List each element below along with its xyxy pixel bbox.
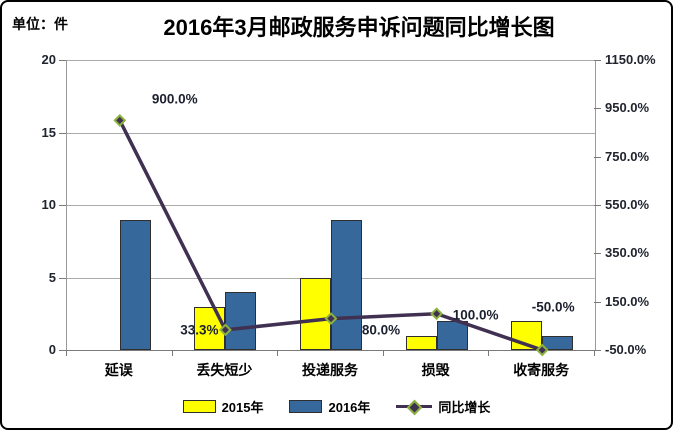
y-axis-tick (59, 205, 66, 206)
right-axis-tick (594, 301, 601, 303)
chart-title: 2016年3月邮政服务申诉问题同比增长图 (163, 15, 555, 40)
legend-item-2016: 2016年 (289, 397, 370, 416)
grid-line (67, 205, 595, 206)
legend-swatch-2016-icon (289, 400, 323, 413)
legend-item-2015: 2015年 (182, 397, 264, 416)
bar-2015年-投递服务 (300, 277, 331, 350)
right-axis-label: 150.0% (605, 293, 650, 309)
data-label: 80.0% (361, 322, 401, 338)
data-label: -50.0% (531, 299, 575, 315)
y-axis-tick (59, 132, 66, 134)
x-axis-tick (277, 350, 279, 356)
x-axis-tick (66, 350, 67, 356)
right-axis-tick (594, 253, 601, 255)
legend-item-growth: 同比增长 (396, 397, 490, 416)
x-axis-tick (382, 350, 384, 356)
right-axis-tick (594, 156, 601, 158)
right-axis-label: -50.0% (605, 342, 647, 357)
plot-area: 900.0% 33.3% 80.0% 100.0% -50.0% (66, 60, 596, 357)
y-axis-label: 5 (48, 269, 56, 285)
y-axis-label: 10 (41, 197, 56, 212)
grid-line (67, 60, 595, 61)
category-label: 损毁 (421, 362, 450, 378)
x-axis-tick (171, 350, 173, 356)
unit-label: 单位：件 (12, 16, 68, 32)
y-axis-tick (59, 277, 66, 279)
line-marker-icon (113, 114, 127, 127)
legend-swatch-2015-icon (182, 400, 216, 413)
legend-label-2016: 2016年 (328, 400, 371, 415)
data-label: 100.0% (452, 307, 499, 323)
category-label: 投递服务 (301, 362, 358, 378)
legend: 2015年 2016年 同比增长 (2, 397, 671, 416)
bar-2015年-损毁 (405, 335, 437, 350)
category-label: 收寄服务 (513, 362, 570, 378)
y-axis-label: 15 (41, 124, 56, 140)
right-axis-label: 1150.0% (605, 52, 656, 67)
right-axis-label: 950.0% (605, 100, 650, 116)
bar-2016年-延误 (119, 219, 151, 350)
category-label: 延误 (104, 362, 133, 378)
data-label: 900.0% (151, 91, 198, 107)
right-axis-label: 550.0% (605, 197, 650, 212)
right-axis-tick (594, 205, 601, 206)
x-axis-tick (488, 350, 490, 356)
right-axis-tick (594, 350, 601, 351)
legend-label-growth: 同比增长 (438, 400, 491, 415)
category-label: 丢失短少 (196, 362, 253, 378)
right-axis-label: 750.0% (605, 148, 650, 164)
legend-line-marker-icon (396, 399, 433, 416)
y-axis-label: 20 (41, 52, 56, 67)
legend-label-2015: 2015年 (221, 400, 264, 415)
x-axis-line (67, 350, 595, 351)
right-axis-tick (594, 108, 601, 110)
bar-2016年-损毁 (436, 321, 468, 350)
line-marker-icon (430, 307, 444, 321)
x-axis-tick (594, 350, 595, 356)
bar-2015年-收寄服务 (511, 321, 543, 350)
bar-2016年-收寄服务 (542, 335, 574, 350)
y-axis-label: 0 (48, 342, 56, 357)
bar-2016年-投递服务 (331, 219, 362, 350)
y-axis-tick (59, 350, 66, 351)
y-axis-tick (59, 60, 66, 61)
bar-2016年-丢失短少 (225, 292, 257, 350)
grid-line (67, 132, 595, 134)
right-axis-tick (594, 60, 601, 61)
data-label: 33.3% (180, 322, 219, 338)
right-axis-label: 350.0% (605, 245, 650, 261)
